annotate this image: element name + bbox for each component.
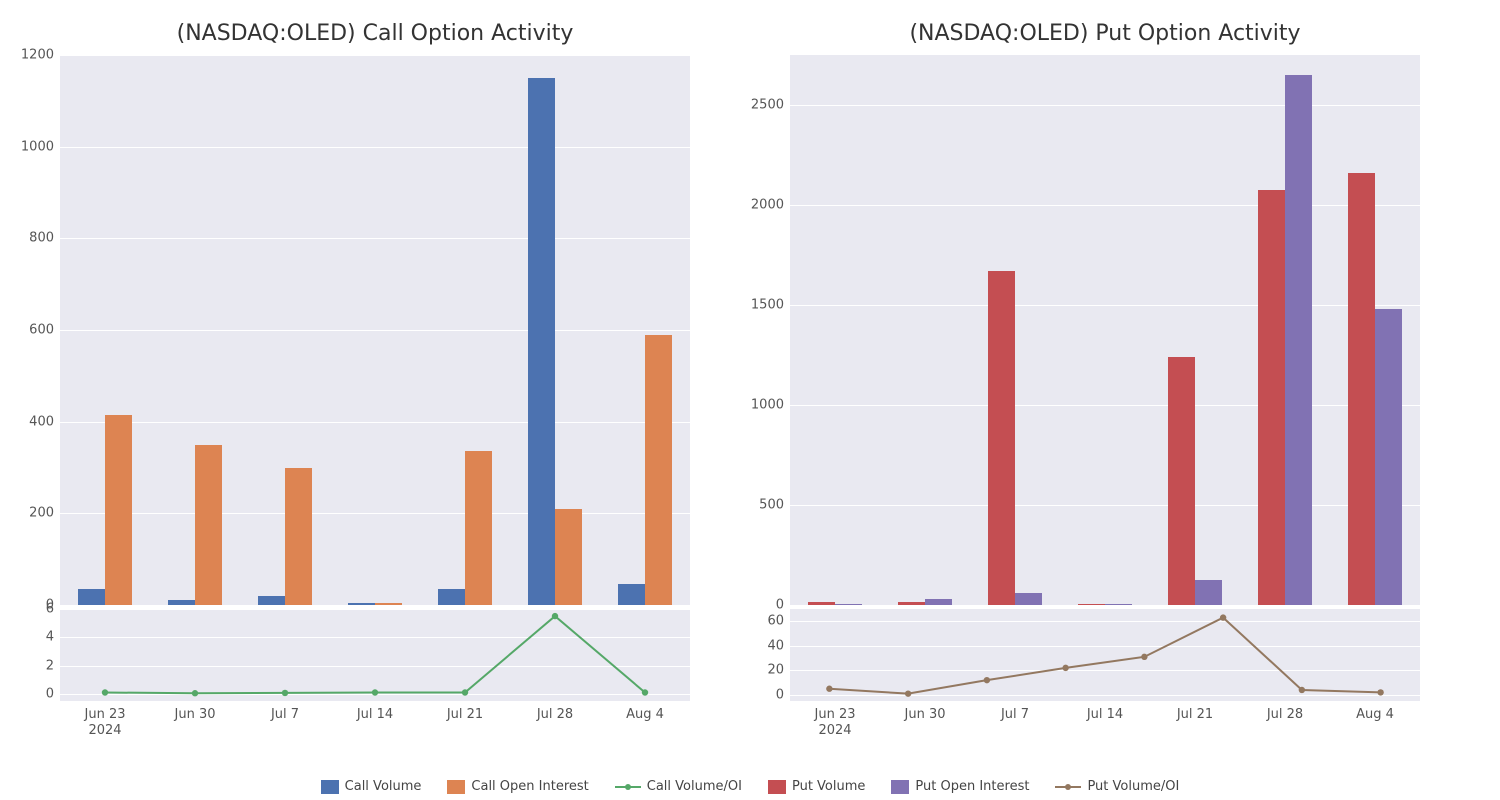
legend-swatch [891, 780, 909, 794]
bar [438, 589, 465, 605]
legend-label: Call Volume [345, 779, 422, 794]
x-tick-label: Jul 21 [1177, 701, 1213, 722]
bar [645, 335, 672, 605]
bar [1078, 604, 1105, 605]
call-ratio-line-chart: 0246Jun 232024Jun 30Jul 7Jul 14Jul 21Jul… [60, 609, 690, 701]
y-tick-label: 2000 [751, 198, 790, 213]
y-tick-label: 600 [29, 323, 60, 338]
bar [285, 468, 312, 606]
x-tick-label: Jul 14 [357, 701, 393, 722]
legend-item: Call Volume [321, 779, 422, 794]
y-tick-label: 1000 [21, 139, 60, 154]
bar [375, 603, 402, 605]
bar [1105, 604, 1132, 605]
x-tick-label: Jun 30 [905, 701, 946, 722]
legend-item: Put Open Interest [891, 779, 1029, 794]
line-series [790, 609, 1420, 701]
y-tick-label: 2500 [751, 98, 790, 113]
call-bar-chart: (NASDAQ:OLED) Call Option Activity 02004… [60, 55, 690, 605]
bar [1348, 173, 1375, 605]
y-tick-label: 40 [767, 638, 790, 653]
x-tick-year: 2024 [818, 701, 851, 738]
bar [105, 415, 132, 605]
bar [808, 602, 835, 605]
x-tick-label: Jul 21 [447, 701, 483, 722]
bar [1195, 580, 1222, 605]
bar [1375, 309, 1402, 605]
bar [1258, 190, 1285, 605]
legend-swatch [447, 780, 465, 794]
bar [348, 603, 375, 605]
x-tick-year: 2024 [88, 701, 121, 738]
legend-label: Call Open Interest [471, 779, 588, 794]
x-tick-label: Jul 14 [1087, 701, 1123, 722]
x-tick-label: Jul 28 [1267, 701, 1303, 722]
legend-item: Call Open Interest [447, 779, 588, 794]
legend-label: Call Volume/OI [647, 779, 742, 794]
legend-swatch [321, 780, 339, 794]
y-tick-label: 0 [776, 687, 790, 702]
line-series [60, 609, 690, 701]
bar [835, 604, 862, 605]
y-tick-label: 500 [759, 498, 790, 513]
put-chart-title: (NASDAQ:OLED) Put Option Activity [790, 21, 1420, 46]
legend-label: Put Volume/OI [1087, 779, 1179, 794]
left-panel: (NASDAQ:OLED) Call Option Activity 02004… [60, 55, 690, 735]
bar [1015, 593, 1042, 605]
legend-line [1055, 786, 1081, 788]
y-tick-label: 0 [776, 598, 790, 613]
legend-line [615, 786, 641, 788]
legend-item: Call Volume/OI [615, 779, 742, 794]
right-panel: (NASDAQ:OLED) Put Option Activity 050010… [790, 55, 1420, 735]
x-tick-label: Jun 30 [175, 701, 216, 722]
x-tick-label: Jul 7 [271, 701, 299, 722]
x-tick-label: Jul 28 [537, 701, 573, 722]
put-ratio-line-chart: 0204060Jun 232024Jun 30Jul 7Jul 14Jul 21… [790, 609, 1420, 701]
legend-item: Put Volume [768, 779, 865, 794]
x-tick-label: Aug 4 [1356, 701, 1394, 722]
bar [465, 451, 492, 605]
x-tick-label: Jul 7 [1001, 701, 1029, 722]
bar [168, 600, 195, 605]
call-chart-title: (NASDAQ:OLED) Call Option Activity [60, 21, 690, 46]
bar [78, 589, 105, 605]
x-tick-label: Aug 4 [626, 701, 664, 722]
bar [555, 509, 582, 605]
y-tick-label: 200 [29, 506, 60, 521]
y-tick-label: 60 [767, 614, 790, 629]
bar [195, 445, 222, 605]
bar [618, 584, 645, 605]
y-tick-label: 1500 [751, 298, 790, 313]
figure: (NASDAQ:OLED) Call Option Activity 02004… [0, 0, 1500, 800]
y-tick-label: 20 [767, 663, 790, 678]
legend-label: Put Volume [792, 779, 865, 794]
bar [988, 271, 1015, 605]
bar [925, 599, 952, 605]
legend-label: Put Open Interest [915, 779, 1029, 794]
y-tick-label: 1000 [751, 398, 790, 413]
bar [1168, 357, 1195, 605]
y-tick-label: 0 [46, 686, 60, 701]
legend-swatch [768, 780, 786, 794]
bar [258, 596, 285, 605]
y-tick-label: 4 [46, 630, 60, 645]
legend-item: Put Volume/OI [1055, 779, 1179, 794]
bar [1285, 75, 1312, 605]
legend: Call Volume Call Open Interest Call Volume… [0, 779, 1500, 794]
bar [528, 78, 555, 605]
y-tick-label: 1200 [21, 48, 60, 63]
y-tick-label: 6 [46, 602, 60, 617]
put-bar-chart: (NASDAQ:OLED) Put Option Activity 050010… [790, 55, 1420, 605]
y-tick-label: 400 [29, 414, 60, 429]
bar [898, 602, 925, 605]
y-tick-label: 2 [46, 658, 60, 673]
y-tick-label: 800 [29, 231, 60, 246]
